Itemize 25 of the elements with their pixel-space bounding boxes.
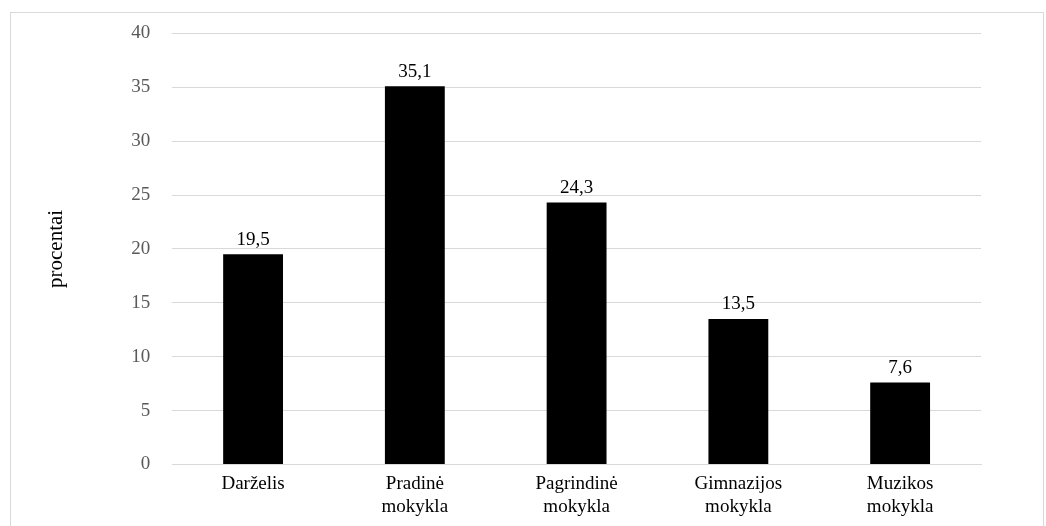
y-tick-label: 40 bbox=[131, 21, 151, 43]
x-tick-label: Muzikos mokykla bbox=[866, 471, 934, 516]
x-tick-label: Darželis bbox=[221, 471, 285, 493]
y-tick-label: 5 bbox=[140, 398, 151, 420]
data-label: 13,5 bbox=[721, 292, 755, 314]
bar bbox=[384, 86, 445, 464]
y-tick-label: 25 bbox=[131, 183, 151, 205]
data-label: 19,5 bbox=[236, 227, 270, 249]
y-tick-label: 35 bbox=[131, 75, 151, 97]
data-label: 7,6 bbox=[888, 355, 912, 377]
y-tick-label: 0 bbox=[140, 452, 151, 474]
x-tick-label: Pradinė mokykla bbox=[381, 471, 449, 516]
y-tick-label: 30 bbox=[131, 129, 151, 151]
y-axis-title: procentai bbox=[43, 209, 68, 288]
x-tick-label: Gimnazijos mokykla bbox=[694, 471, 783, 516]
bar bbox=[708, 318, 769, 464]
y-tick-label: 10 bbox=[131, 344, 151, 366]
y-tick-label: 15 bbox=[131, 290, 151, 312]
bar bbox=[870, 382, 931, 464]
x-tick-label: Pagrindinė mokykla bbox=[535, 471, 618, 516]
y-tick-label: 20 bbox=[131, 236, 151, 258]
bar bbox=[223, 254, 284, 464]
data-label: 35,1 bbox=[398, 59, 432, 81]
bar bbox=[546, 202, 607, 464]
data-label: 24,3 bbox=[559, 176, 594, 198]
